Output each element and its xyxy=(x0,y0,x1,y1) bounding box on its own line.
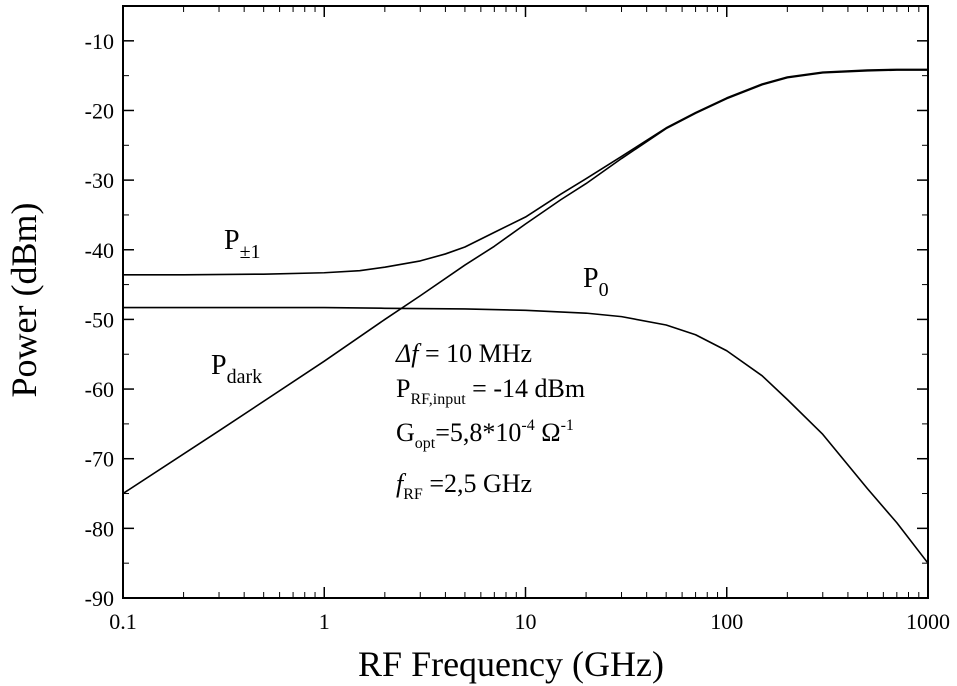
x-tick-label: 100 xyxy=(710,609,743,634)
x-tick-label: 10 xyxy=(515,609,537,634)
annotation-line-3: fRF =2,5 GHz xyxy=(396,469,532,503)
series-layer xyxy=(122,68,929,564)
y-axis-title: Power (dBm) xyxy=(4,203,44,398)
plot-frame-layer xyxy=(122,5,929,599)
x-tick-label: 1 xyxy=(319,609,330,634)
annotation-line-0: Δf = 10 MHz xyxy=(395,339,532,368)
series-line-2 xyxy=(122,69,928,495)
plot-frame xyxy=(122,5,929,599)
x-tick-label: 1000 xyxy=(906,609,950,634)
y-tick-label: -40 xyxy=(85,238,114,263)
labels-layer: P±1 P0 Pdark Δf = 10 MHz PRF,input = -14 dBm… xyxy=(211,225,609,503)
series-label-2: Pdark xyxy=(211,350,262,388)
series-label-0: P±1 xyxy=(224,225,261,263)
y-tick-label: -90 xyxy=(85,586,114,611)
y-tick-label: -50 xyxy=(85,307,114,332)
ticks-layer: 0.1 1 10 100 1000 -90 -80 -70 -60 -50 -40 -30 -20 -10 xyxy=(85,6,950,634)
y-tick-label: -30 xyxy=(85,168,114,193)
annotation-line-1: PRF,input = -14 dBm xyxy=(396,374,585,408)
y-tick-label: -60 xyxy=(85,377,114,402)
x-axis-title: RF Frequency (GHz) xyxy=(358,644,664,684)
y-tick-label: -70 xyxy=(85,447,114,472)
x-tick-label: 0.1 xyxy=(109,609,137,634)
annotation-line-2: Gopt=5,8*10-4 Ω-1 xyxy=(396,417,574,452)
y-tick-label: -20 xyxy=(85,98,114,123)
series-label-1: P0 xyxy=(583,263,609,301)
series-line-1 xyxy=(123,306,929,564)
y-tick-label: -10 xyxy=(85,29,114,54)
y-tick-label: -80 xyxy=(85,516,114,541)
